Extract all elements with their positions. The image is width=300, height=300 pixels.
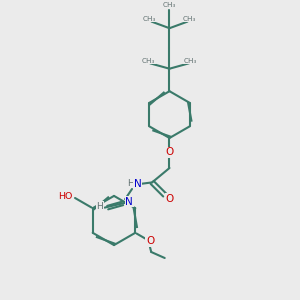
Text: H: H [127, 178, 134, 188]
Text: N: N [134, 179, 142, 189]
Text: CH₃: CH₃ [184, 58, 197, 64]
Text: O: O [165, 194, 174, 204]
Text: CH₃: CH₃ [183, 16, 196, 22]
Text: HO: HO [58, 192, 72, 201]
Text: CH₃: CH₃ [143, 16, 156, 22]
Text: O: O [146, 236, 154, 246]
Text: CH₃: CH₃ [142, 58, 155, 64]
Text: O: O [165, 147, 174, 158]
Text: CH₃: CH₃ [163, 2, 176, 8]
Text: H: H [97, 202, 103, 211]
Text: N: N [125, 196, 133, 207]
